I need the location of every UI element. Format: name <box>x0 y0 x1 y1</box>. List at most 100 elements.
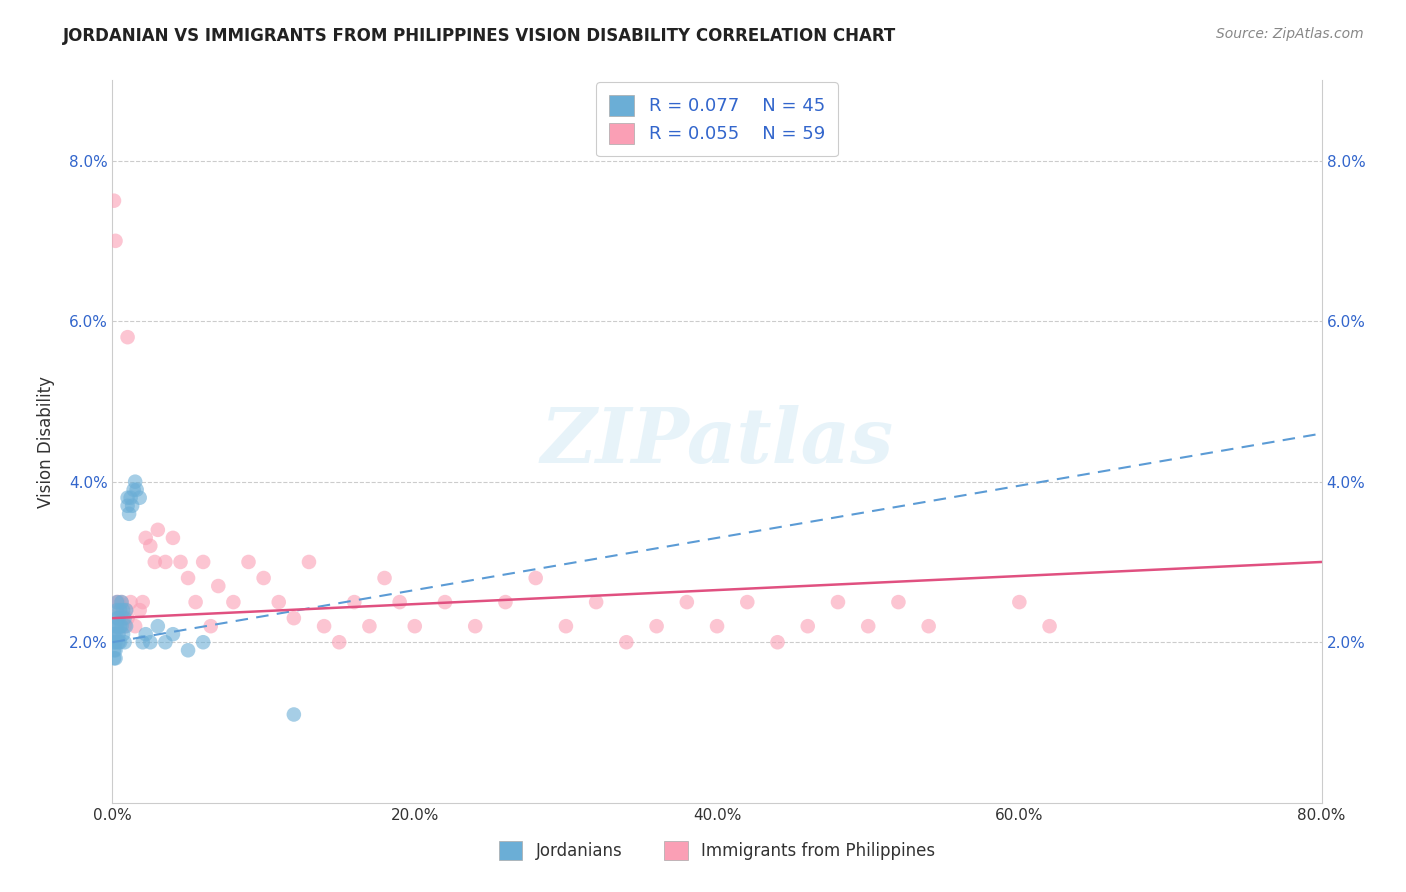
Point <box>404 619 426 633</box>
Point <box>120 595 142 609</box>
Point <box>128 603 150 617</box>
Point <box>207 579 229 593</box>
Text: Source: ZipAtlas.com: Source: ZipAtlas.com <box>1216 27 1364 41</box>
Point <box>110 595 132 609</box>
Point <box>554 619 576 633</box>
Point <box>117 499 139 513</box>
Point <box>222 595 245 609</box>
Point <box>283 707 305 722</box>
Point <box>433 595 456 609</box>
Point <box>132 595 155 609</box>
Point <box>120 491 142 505</box>
Point <box>856 619 880 633</box>
Text: ZIPatlas: ZIPatlas <box>540 405 894 478</box>
Point <box>1038 619 1062 633</box>
Point <box>146 523 169 537</box>
Point <box>105 611 128 625</box>
Point <box>827 595 849 609</box>
Point <box>108 619 131 633</box>
Point <box>585 595 607 609</box>
Point <box>115 619 138 633</box>
Point <box>191 555 214 569</box>
Point <box>114 635 136 649</box>
Point <box>105 595 128 609</box>
Point <box>105 619 128 633</box>
Point <box>107 635 129 649</box>
Point <box>616 635 638 649</box>
Point <box>162 627 184 641</box>
Point <box>128 491 150 505</box>
Point <box>107 627 129 641</box>
Point <box>143 555 166 569</box>
Point <box>108 603 131 617</box>
Point <box>675 595 697 609</box>
Point <box>706 619 728 633</box>
Y-axis label: Vision Disability: Vision Disability <box>37 376 55 508</box>
Point <box>359 619 381 633</box>
Point <box>267 595 290 609</box>
Point <box>184 595 207 609</box>
Point <box>283 611 305 625</box>
Point <box>117 611 139 625</box>
Point <box>132 635 155 649</box>
Point <box>103 627 125 641</box>
Point <box>139 635 162 649</box>
Point <box>117 330 139 344</box>
Point <box>108 635 131 649</box>
Point <box>388 595 411 609</box>
Point <box>105 595 128 609</box>
Point <box>191 635 214 649</box>
Point <box>115 603 138 617</box>
Point <box>114 619 136 633</box>
Point <box>135 531 157 545</box>
Point <box>103 635 125 649</box>
Point <box>105 603 128 617</box>
Point <box>155 555 177 569</box>
Point <box>108 603 131 617</box>
Point <box>112 627 135 641</box>
Point <box>135 627 157 641</box>
Point <box>177 571 200 585</box>
Point <box>110 595 132 609</box>
Point <box>796 619 818 633</box>
Point <box>107 595 129 609</box>
Point <box>104 627 127 641</box>
Point <box>495 595 517 609</box>
Point <box>238 555 260 569</box>
Point <box>103 643 125 657</box>
Point <box>114 611 136 625</box>
Point <box>155 635 177 649</box>
Point <box>177 643 200 657</box>
Point <box>524 571 547 585</box>
Text: JORDANIAN VS IMMIGRANTS FROM PHILIPPINES VISION DISABILITY CORRELATION CHART: JORDANIAN VS IMMIGRANTS FROM PHILIPPINES… <box>63 27 897 45</box>
Point <box>253 571 276 585</box>
Point <box>104 234 127 248</box>
Point <box>122 483 145 497</box>
Point <box>918 619 941 633</box>
Point <box>103 194 125 208</box>
Point <box>104 635 127 649</box>
Point <box>298 555 321 569</box>
Point <box>343 595 366 609</box>
Legend: Jordanians, Immigrants from Philippines: Jordanians, Immigrants from Philippines <box>492 834 942 867</box>
Point <box>139 539 162 553</box>
Point <box>766 635 789 649</box>
Point <box>103 651 125 665</box>
Point <box>328 635 350 649</box>
Point <box>117 491 139 505</box>
Point <box>887 595 910 609</box>
Point <box>200 619 222 633</box>
Point <box>162 531 184 545</box>
Point <box>146 619 169 633</box>
Point <box>104 651 127 665</box>
Point <box>104 619 127 633</box>
Point <box>115 603 138 617</box>
Point <box>112 603 135 617</box>
Point <box>464 619 486 633</box>
Point <box>374 571 396 585</box>
Point <box>118 507 141 521</box>
Point <box>1008 595 1031 609</box>
Point <box>314 619 336 633</box>
Point <box>124 619 146 633</box>
Point <box>125 483 148 497</box>
